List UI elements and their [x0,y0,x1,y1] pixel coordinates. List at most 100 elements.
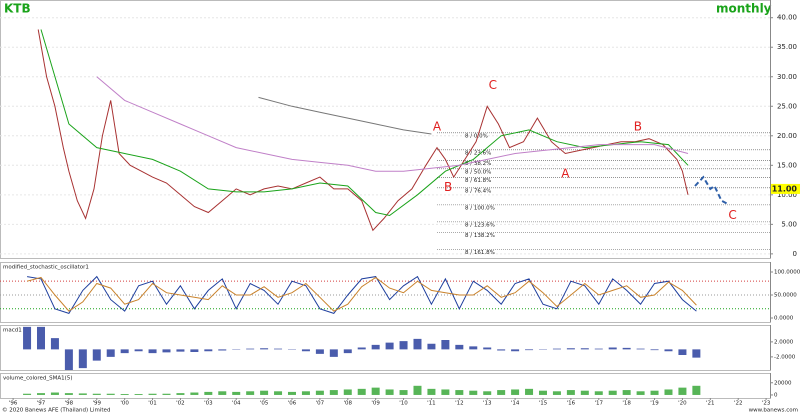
bar [78,393,87,395]
bar [64,349,73,370]
bar [469,390,478,395]
bar [385,389,394,395]
series-line [96,76,689,172]
y-tick-label: 50.0000 [774,292,797,298]
bar [315,349,324,354]
bar [92,393,101,395]
bar [413,385,422,395]
fib-label: 8 / 76.4% [465,188,491,194]
x-tick-label: '10 [399,401,408,407]
bar [204,391,213,395]
bar [427,388,436,395]
bar [552,348,561,350]
y-tick-label: 0.0000 [774,315,794,321]
bar [274,391,283,395]
x-tick-label: '19 [650,401,659,407]
bar [287,391,296,395]
bar [64,393,73,395]
panel [23,385,701,395]
y-tick-label: 0 [793,250,797,258]
fib-label: 8 / 0.0% [465,133,488,139]
x-tick-label: '14 [511,401,520,407]
bar [120,349,129,354]
bar [594,391,603,395]
bar [538,390,547,395]
x-tick-label: '01 [148,401,157,407]
y-tick-label: 20000 [774,380,792,386]
bar [246,348,255,350]
bar [78,349,87,369]
wave-label: A [561,167,570,181]
fib-label: 8 / 161.8% [465,250,495,256]
bar [566,390,575,395]
x-tick-label: '98 [65,401,74,407]
bar [455,390,464,395]
fib-label: 8 / 138.2% [465,233,495,239]
y-tick-label: 100.0000 [774,269,800,275]
bar [678,349,687,355]
bar [106,393,115,395]
wave-label: A [433,119,442,133]
x-tick-label: '15 [539,401,548,407]
fib-label: 8 / 123.6% [465,222,495,228]
x-tick-label: '03 [204,401,213,407]
x-tick-label: '11 [427,401,436,407]
y-tick-label: 15.00 [777,161,797,169]
wave-label: C [489,78,497,92]
bar [357,388,366,395]
bar [23,326,32,350]
bar [692,385,701,395]
y-tick-label: 2.0000 [774,339,794,345]
bar [176,393,185,395]
chart-subtitle: monthly [716,2,772,16]
x-tick-label: '16 [567,401,576,407]
bar [218,391,227,395]
x-tick-label: '17 [595,401,604,407]
y-tick-label: 25.00 [777,102,797,110]
bar [497,390,506,395]
bar [343,349,352,354]
bar [399,390,408,395]
panel: 8 / 0.0% 8 / 23.6% 8 / 38.2% 8 / 50.0% 8 / 6… [0,17,770,256]
bar [218,349,227,351]
bar [50,392,59,395]
x-tick-label: '05 [260,401,269,407]
bar [301,349,310,352]
bar [162,349,171,353]
bar [315,390,324,395]
bar [511,389,520,395]
x-tick-label: '96 [9,401,18,407]
x-tick-label: '06 [288,401,297,407]
bar [664,349,673,352]
fib-label: 8 / 50.0% [465,169,491,175]
bar [664,389,673,395]
bar [678,387,687,395]
wave-label: B [444,180,452,194]
bar [636,391,645,395]
footer-site: www.banews.com [749,408,798,414]
bar [134,394,143,395]
panel [0,275,770,314]
series-line [27,275,697,314]
bar [650,390,659,395]
bar [427,343,436,350]
bar [622,390,631,395]
fib-label: 8 / 100.0% [465,205,495,211]
bar [190,392,199,395]
fib-label: 8 / 38.2% [465,161,491,167]
bar [413,338,422,350]
y-tick-label: 35.00 [777,43,797,51]
bar [469,346,478,350]
bar [525,349,534,351]
bar [50,338,59,350]
bar [260,390,269,395]
bar [120,394,129,395]
series-line [26,276,697,312]
bar [636,348,645,350]
y-tick-label: 10.00 [777,191,797,199]
panel [23,326,701,370]
bar [552,391,561,395]
x-tick-label: '97 [37,401,46,407]
y-tick-label: 5.00 [781,220,797,228]
panel-title: macd1 [3,328,22,334]
